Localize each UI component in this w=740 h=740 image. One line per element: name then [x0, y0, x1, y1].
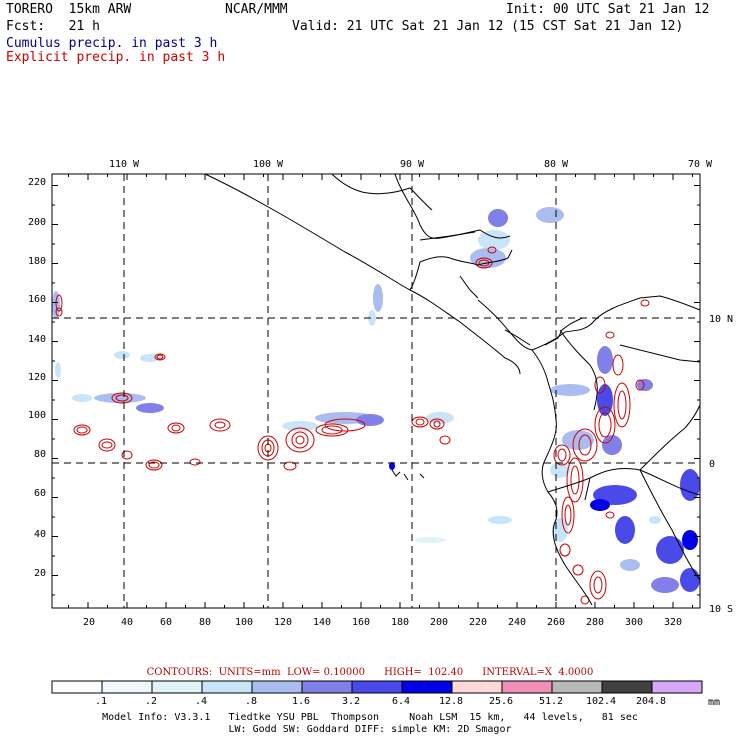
cumulus-field-label: Cumulus precip. in past 3 h	[6, 36, 218, 51]
x-tick-label: 140	[313, 617, 331, 628]
precip-colorbar	[51, 680, 703, 694]
map-frame	[51, 173, 701, 609]
colorbar-swatch	[251, 680, 303, 694]
colorbar-label: 12.8	[439, 696, 463, 707]
colorbar-swatch	[551, 680, 603, 694]
graticule	[52, 174, 700, 608]
contour-high: HIGH= 102.40	[384, 667, 464, 678]
x-tick-label: 100	[235, 617, 253, 628]
x-tick-label: 260	[547, 617, 565, 628]
y-tick-label: 120	[28, 372, 46, 383]
contour-interval: INTERVAL=X 4.0000	[482, 667, 594, 678]
colorbar-labels: .1 .2 .4 .8 1.6 3.2 6.4 12.8 25.6 51.2 1…	[95, 696, 720, 708]
colorbar-label: 25.6	[489, 696, 513, 707]
x-tick-label: 280	[586, 617, 604, 628]
colorbar-swatch	[501, 680, 553, 694]
x-tick-label: 240	[508, 617, 526, 628]
colorbar-swatch	[451, 680, 503, 694]
colorbar-label: 3.2	[342, 696, 360, 707]
y-tick-label: 80	[34, 449, 46, 460]
lon-label-80w: 80 W	[544, 159, 569, 170]
colorbar-label: .8	[245, 696, 257, 707]
colorbar-swatch	[51, 680, 103, 694]
y-tick-label: 200	[28, 217, 46, 228]
colorbar-label: .1	[95, 696, 107, 707]
colorbar-label: 204.8	[636, 696, 666, 707]
colorbar-unit: mm	[708, 697, 720, 708]
lon-label-110w: 110 W	[109, 159, 140, 170]
colorbar-label: 51.2	[539, 696, 563, 707]
colorbar-label: .4	[195, 696, 207, 707]
colorbar-swatch	[651, 680, 703, 694]
colorbar-label: 1.6	[292, 696, 310, 707]
axis-ticks	[52, 174, 700, 608]
contour-info: CONTOURS: UNITS=mm LOW= 0.10000 HIGH= 10…	[0, 667, 740, 678]
lon-label-70w: 70 W	[688, 159, 713, 170]
lat-label-10n: 10 N	[709, 314, 733, 325]
x-tick-label: 80	[199, 617, 211, 628]
explicit-precip-contours	[55, 246, 650, 605]
x-tick-label: 180	[391, 617, 409, 628]
y-tick-label: 220	[28, 177, 46, 188]
colorbar-label: 102.4	[586, 696, 616, 707]
contour-units-low: CONTOURS: UNITS=mm LOW= 0.10000	[146, 667, 366, 678]
colorbar-swatch	[201, 680, 253, 694]
x-tick-label: 60	[160, 617, 172, 628]
colorbar-swatch	[351, 680, 403, 694]
y-tick-label: 100	[28, 410, 46, 421]
model-info-line2: LW: Godd SW: Goddard DIFF: simple KM: 2D…	[228, 724, 512, 735]
lat-label-10s: 10 S	[709, 604, 733, 615]
y-tick-label: 40	[34, 529, 46, 540]
y-tick-label: 60	[34, 488, 46, 499]
colorbar-swatch	[601, 680, 653, 694]
x-tick-label: 160	[352, 617, 370, 628]
lon-label-90w: 90 W	[400, 159, 425, 170]
explicit-field-label: Explicit precip. in past 3 h	[6, 50, 226, 65]
colorbar-label: .2	[145, 696, 157, 707]
y-tick-label: 180	[28, 256, 46, 267]
x-tick-label: 200	[430, 617, 448, 628]
y-tick-label: 160	[28, 294, 46, 305]
model-info-line1: Model Info: V3.3.1 Tiedtke YSU PBL Thomp…	[102, 712, 638, 723]
organization-label: NCAR/MMM	[225, 2, 288, 17]
colorbar-label: 6.4	[392, 696, 410, 707]
cumulus-precip-shading	[52, 207, 700, 593]
y-tick-label: 20	[34, 568, 46, 579]
colorbar-swatch	[151, 680, 203, 694]
lat-label-0: 0	[709, 459, 715, 470]
lon-label-100w: 100 W	[253, 159, 284, 170]
x-tick-label: 40	[121, 617, 133, 628]
colorbar-swatch	[301, 680, 353, 694]
x-tick-label: 120	[274, 617, 292, 628]
x-tick-label: 300	[625, 617, 643, 628]
init-time: Init: 00 UTC Sat 21 Jan 12	[506, 2, 710, 17]
valid-time: Valid: 21 UTC Sat 21 Jan 12 (15 CST Sat …	[292, 19, 684, 34]
colorbar-swatch	[401, 680, 453, 694]
x-tick-label: 220	[469, 617, 487, 628]
coastlines	[204, 173, 701, 606]
forecast-hour: Fcst: 21 h	[6, 19, 100, 34]
x-tick-label: 20	[83, 617, 95, 628]
left-grid-tick-labels: 20 40 60 80 100 120 140 160 180 200 220	[28, 177, 46, 579]
model-title: TORERO 15km ARW	[6, 2, 132, 17]
y-tick-label: 140	[28, 334, 46, 345]
colorbar-swatch	[101, 680, 153, 694]
x-tick-label: 320	[664, 617, 682, 628]
bottom-grid-tick-labels: 20 40 60 80 100 120 140 160 180 200 220 …	[83, 617, 682, 628]
